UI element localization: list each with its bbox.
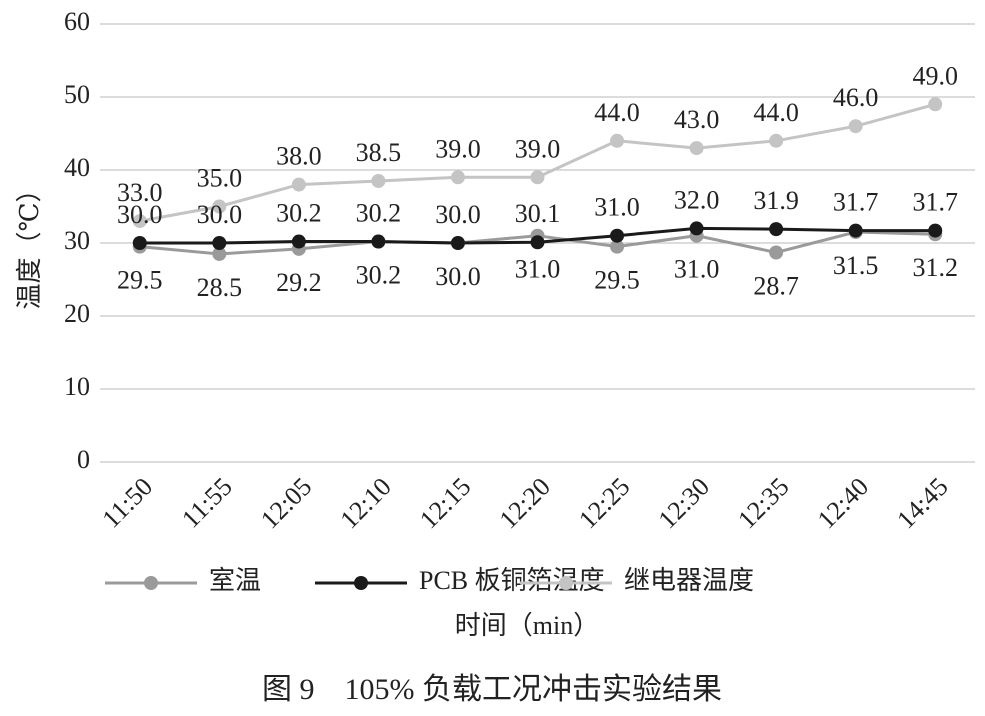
x-axis-title: 时间（min） — [455, 611, 599, 640]
data-point — [610, 133, 625, 148]
data-label: 30.1 — [515, 199, 561, 228]
legend-label: 室温 — [209, 566, 261, 595]
x-tick-label: 14:45 — [891, 472, 953, 534]
data-label: 49.0 — [912, 61, 958, 90]
data-label: 28.7 — [753, 271, 799, 300]
data-label: 30.2 — [356, 199, 402, 228]
data-point — [689, 141, 704, 156]
data-point — [371, 234, 386, 249]
data-label: 43.0 — [674, 105, 720, 134]
data-point — [291, 177, 306, 192]
legend-marker — [559, 576, 573, 590]
y-tick-label: 0 — [77, 445, 90, 474]
data-point — [769, 133, 784, 148]
data-label: 35.0 — [197, 163, 243, 192]
data-label: 31.5 — [833, 251, 879, 280]
data-label: 29.5 — [594, 266, 640, 295]
data-label: 39.0 — [435, 134, 481, 163]
data-label: 32.0 — [674, 185, 720, 214]
data-point — [769, 245, 784, 260]
data-point — [212, 236, 227, 250]
data-label: 29.5 — [117, 266, 163, 295]
x-tick-label: 12:05 — [255, 472, 317, 534]
data-label: 46.0 — [833, 83, 879, 112]
y-tick-label: 30 — [64, 226, 90, 255]
data-point — [132, 214, 147, 229]
data-label: 30.0 — [117, 200, 163, 229]
data-label: 31.2 — [912, 253, 958, 282]
data-label: 30.0 — [435, 200, 481, 229]
data-point — [928, 223, 943, 238]
legend-marker — [144, 576, 158, 590]
data-point — [848, 223, 863, 238]
data-point — [769, 222, 784, 237]
data-label: 31.0 — [515, 255, 561, 284]
y-tick-label: 60 — [64, 7, 90, 36]
x-tick-label: 12:30 — [653, 472, 715, 534]
data-label: 39.0 — [515, 134, 561, 163]
data-label: 30.2 — [276, 199, 322, 228]
caption: 图 9 105% 负载工况冲击实验结果 — [262, 673, 722, 706]
data-label: 31.7 — [833, 188, 879, 217]
legend-label: PCB 板铜箔温度 — [419, 566, 605, 595]
legend-marker — [354, 576, 368, 590]
data-point — [530, 170, 545, 185]
y-tick-label: 40 — [64, 153, 90, 182]
x-tick-label: 11:50 — [97, 472, 159, 534]
data-point — [291, 234, 306, 249]
y-tick-label: 20 — [64, 299, 90, 328]
data-label: 44.0 — [594, 98, 640, 127]
data-label: 33.0 — [117, 178, 163, 207]
x-tick-label: 12:15 — [414, 472, 476, 534]
data-point — [610, 228, 625, 243]
data-label: 31.9 — [753, 186, 799, 215]
legend-label: 继电器温度 — [624, 566, 754, 595]
y-tick-label: 50 — [64, 80, 90, 109]
x-tick-label: 12:20 — [494, 472, 556, 534]
data-point — [450, 170, 465, 185]
y-axis-title: 温度（℃） — [15, 176, 44, 309]
data-point — [610, 239, 625, 254]
data-point — [212, 246, 227, 261]
data-point — [928, 97, 943, 112]
data-label: 29.2 — [276, 268, 322, 297]
data-label: 38.5 — [356, 138, 402, 167]
data-label: 31.0 — [674, 255, 720, 284]
x-tick-label: 12:25 — [573, 472, 635, 534]
data-point — [212, 199, 227, 214]
data-point — [371, 173, 386, 188]
data-label: 31.0 — [594, 193, 640, 222]
data-label: 38.0 — [276, 142, 322, 171]
x-tick-label: 12:35 — [732, 472, 794, 534]
x-tick-label: 12:10 — [334, 472, 396, 534]
data-point — [530, 235, 545, 250]
x-tick-label: 12:40 — [812, 472, 874, 534]
data-label: 30.2 — [356, 261, 402, 290]
data-label: 28.5 — [197, 273, 243, 302]
y-tick-label: 10 — [64, 372, 90, 401]
data-point — [848, 119, 863, 134]
data-label: 30.0 — [435, 262, 481, 291]
x-tick-label: 11:55 — [176, 472, 238, 534]
data-label: 44.0 — [753, 98, 799, 127]
data-label: 30.0 — [197, 200, 243, 229]
data-label: 31.7 — [912, 188, 958, 217]
data-point — [450, 236, 465, 250]
data-point — [689, 221, 704, 236]
data-point — [132, 236, 147, 250]
